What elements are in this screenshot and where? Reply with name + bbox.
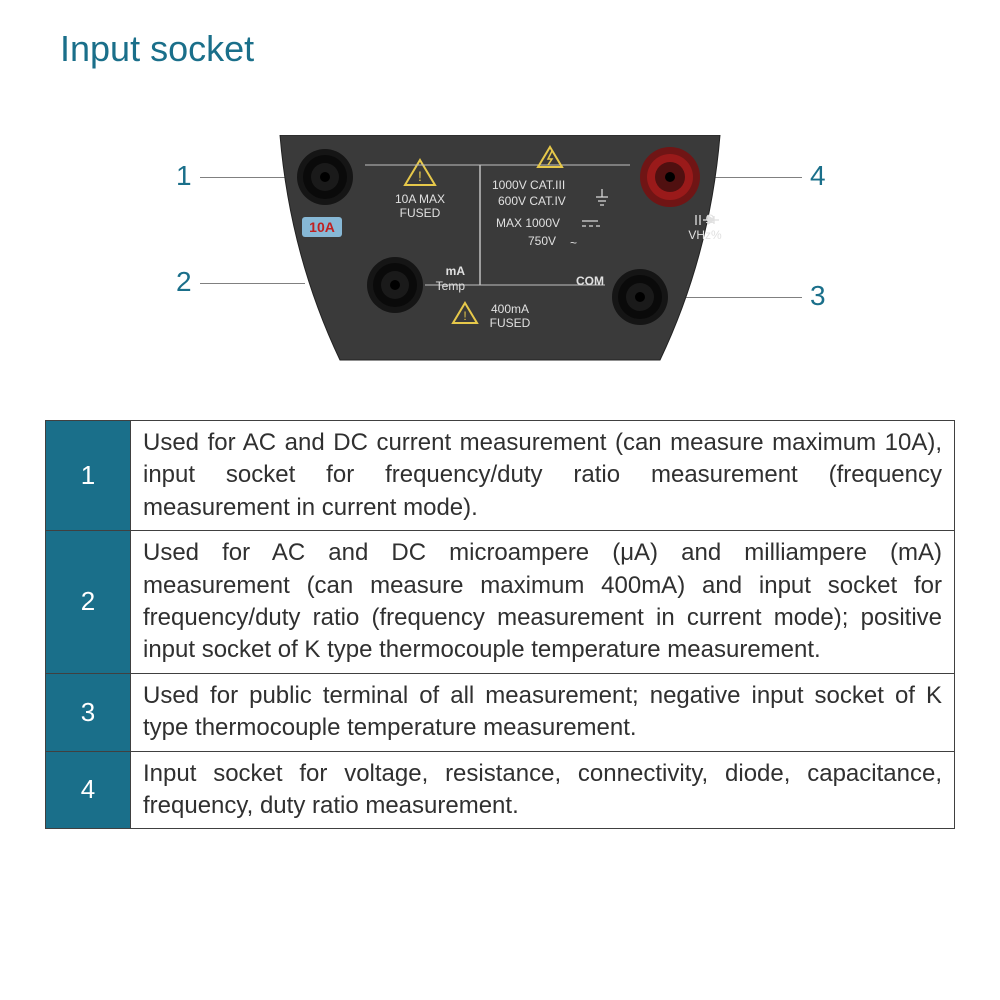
callout-4: 4 [810, 160, 826, 192]
label-fused2: FUSED [490, 316, 531, 330]
row-num-2: 2 [46, 531, 131, 674]
callout-1: 1 [176, 160, 192, 192]
label-400ma: 400mA [491, 302, 529, 316]
label-fused1: FUSED [400, 206, 441, 220]
label-temp: Temp [436, 279, 466, 293]
svg-text:!: ! [418, 168, 422, 184]
page-title: Input socket [60, 28, 254, 70]
row-desc-4: Input socket for voltage, resistance, co… [131, 751, 955, 829]
svg-text:!: ! [463, 309, 466, 323]
label-750v: 750V [528, 234, 556, 248]
label-com: COM [576, 274, 604, 288]
row-desc-2: Used for AC and DC microampere (μA) and … [131, 531, 955, 674]
label-cat4: 600V CAT.IV [498, 194, 566, 208]
row-num-3: 3 [46, 673, 131, 751]
diagram: 1 2 4 3 [0, 110, 1000, 390]
row-desc-3: Used for public terminal of all measurem… [131, 673, 955, 751]
label-10amax: 10A MAX [395, 192, 445, 206]
label-10a: 10A [309, 219, 335, 235]
row-num-4: 4 [46, 751, 131, 829]
svg-text:~: ~ [570, 236, 577, 250]
device-body: 10A ! 10A MAX FUSED mA Temp ! 400mA FUSE… [270, 135, 730, 365]
callout-3: 3 [810, 280, 826, 312]
row-num-1: 1 [46, 421, 131, 531]
description-table: 1 Used for AC and DC current measurement… [45, 420, 955, 829]
callout-2: 2 [176, 266, 192, 298]
row-desc-1: Used for AC and DC current measurement (… [131, 421, 955, 531]
label-cat3: 1000V CAT.III [492, 178, 565, 192]
label-max1000: MAX 1000V [496, 216, 560, 230]
label-ma: mA [446, 264, 466, 278]
label-vhz: VHz% [688, 228, 722, 242]
